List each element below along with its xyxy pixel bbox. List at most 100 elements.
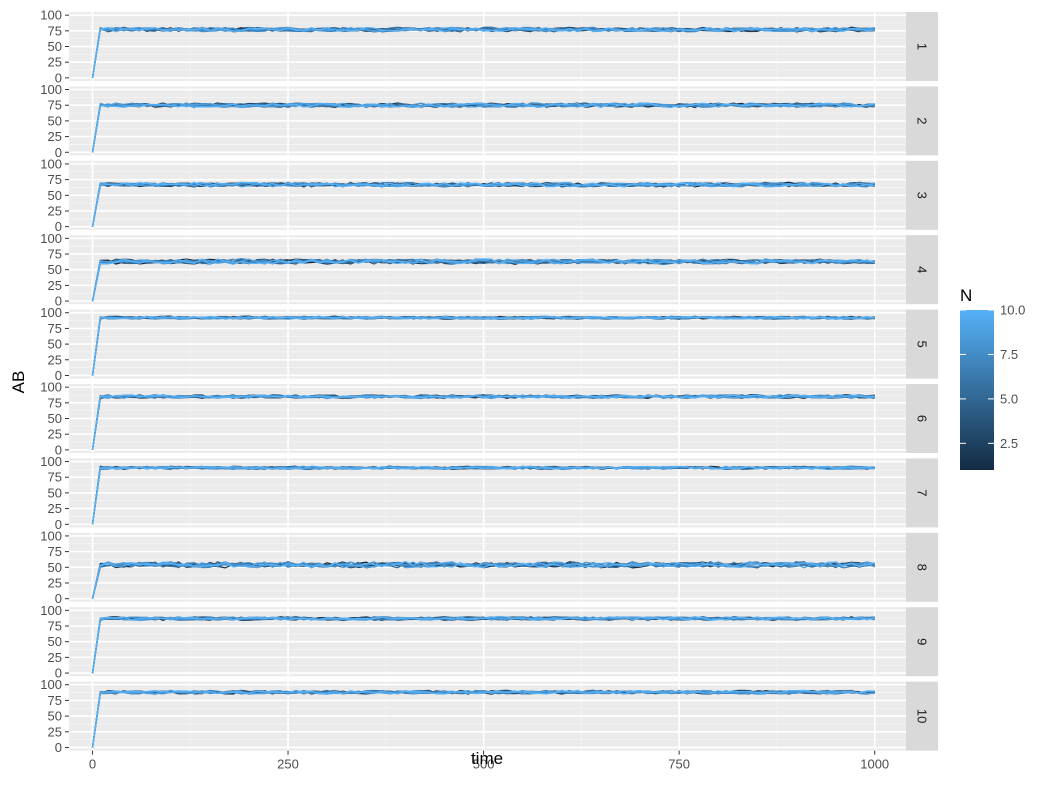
y-tick-label: 25 xyxy=(48,724,62,739)
y-tick-label: 100 xyxy=(40,454,62,469)
series-line-N10 xyxy=(91,615,875,674)
legend-ticks: 2.5 5.0 7.5 10.0 xyxy=(960,303,1025,451)
facet-strip xyxy=(906,309,938,379)
color-legend: N 2.5 5.0 7.5 10.0 xyxy=(960,286,1025,470)
facet-strip xyxy=(906,160,938,230)
series-group xyxy=(91,315,875,376)
series-line-N10 xyxy=(91,315,875,376)
facet-panels: 0255075100102550751002025507510030255075… xyxy=(40,8,938,755)
legend-tick-label: 10.0 xyxy=(1000,303,1025,318)
series-line-N10 xyxy=(91,26,875,79)
series-line-N10 xyxy=(91,465,875,525)
series-line-N10 xyxy=(91,560,875,599)
y-tick-label: 25 xyxy=(48,352,62,367)
series-group xyxy=(91,615,875,674)
y-tick-label: 25 xyxy=(48,55,62,70)
y-tick-label: 50 xyxy=(48,262,62,277)
y-tick-label: 50 xyxy=(48,39,62,54)
y-tick-label: 75 xyxy=(48,23,62,38)
facet-strip-label: 9 xyxy=(915,638,930,645)
facet-strip xyxy=(906,681,938,751)
series-group xyxy=(91,26,875,79)
y-tick-label: 50 xyxy=(48,560,62,575)
x-axis-title: time xyxy=(471,749,503,768)
facet-strip xyxy=(906,12,938,81)
y-tick-label: 25 xyxy=(48,650,62,665)
x-tick-label: 250 xyxy=(277,757,299,772)
y-tick-label: 0 xyxy=(55,70,62,85)
series-line-N10 xyxy=(91,181,875,227)
series-line-N10 xyxy=(91,394,875,450)
y-tick-label: 100 xyxy=(40,528,62,543)
y-tick-label: 0 xyxy=(55,517,62,532)
facet-strip-label: 3 xyxy=(915,192,930,199)
y-tick-label: 100 xyxy=(40,156,62,171)
series-group xyxy=(91,465,875,525)
series-group xyxy=(91,560,875,599)
y-tick-label: 50 xyxy=(48,337,62,352)
legend-title: N xyxy=(960,286,972,305)
y-tick-label: 50 xyxy=(48,188,62,203)
y-tick-label: 50 xyxy=(48,485,62,500)
legend-tick-label: 7.5 xyxy=(1000,347,1018,362)
y-tick-label: 25 xyxy=(48,427,62,442)
legend-tick-label: 2.5 xyxy=(1000,436,1018,451)
y-tick-label: 100 xyxy=(40,677,62,692)
y-tick-label: 0 xyxy=(55,591,62,606)
y-tick-label: 75 xyxy=(48,321,62,336)
y-tick-label: 0 xyxy=(55,442,62,457)
series-line-N10 xyxy=(91,258,875,302)
facet-strip-label: 5 xyxy=(915,340,930,347)
y-tick-label: 75 xyxy=(48,619,62,634)
x-tick-label: 750 xyxy=(668,757,690,772)
y-tick-label: 75 xyxy=(48,693,62,708)
facet-strip xyxy=(906,86,938,156)
facet-strip-label: 10 xyxy=(915,709,930,723)
y-tick-label: 75 xyxy=(48,395,62,410)
y-tick-label: 100 xyxy=(40,82,62,97)
y-tick-label: 0 xyxy=(55,666,62,681)
facet-strip xyxy=(906,458,938,528)
facet-strip-label: 1 xyxy=(915,43,930,50)
x-axis: 0 250 500 750 1000 xyxy=(89,750,889,772)
y-tick-label: 100 xyxy=(40,8,62,23)
y-tick-label: 75 xyxy=(48,172,62,187)
x-tick-label: 0 xyxy=(89,757,96,772)
y-tick-label: 100 xyxy=(40,305,62,320)
y-axis-title: AB xyxy=(9,371,28,394)
y-tick-label: 0 xyxy=(55,368,62,383)
legend-tick-label: 5.0 xyxy=(1000,391,1018,406)
facet-strip-label: 6 xyxy=(915,415,930,422)
legend-colorbar xyxy=(960,310,994,470)
y-tick-label: 50 xyxy=(48,634,62,649)
y-tick-label: 25 xyxy=(48,129,62,144)
y-tick-label: 25 xyxy=(48,278,62,293)
y-tick-label: 0 xyxy=(55,145,62,160)
y-tick-label: 50 xyxy=(48,709,62,724)
y-tick-label: 75 xyxy=(48,247,62,262)
series-group xyxy=(91,181,875,227)
y-tick-label: 100 xyxy=(40,603,62,618)
facet-strip xyxy=(906,532,938,602)
series-group xyxy=(91,102,875,153)
series-line-N10 xyxy=(91,102,875,153)
facet-strip-label: 2 xyxy=(915,117,930,124)
y-tick-label: 100 xyxy=(40,380,62,395)
y-tick-label: 25 xyxy=(48,575,62,590)
facet-strip xyxy=(906,384,938,453)
series-group xyxy=(91,689,875,748)
series-group xyxy=(91,393,875,450)
series-group xyxy=(91,258,875,302)
x-tick-label: 1000 xyxy=(860,757,889,772)
y-tick-label: 75 xyxy=(48,544,62,559)
y-tick-label: 0 xyxy=(55,740,62,755)
